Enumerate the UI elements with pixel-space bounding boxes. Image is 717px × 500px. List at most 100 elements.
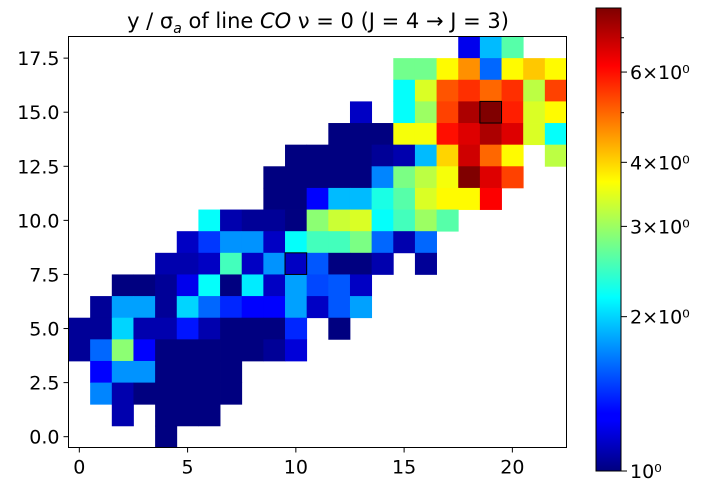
heatmap-cell: [393, 58, 416, 81]
heatmap-cell: [501, 144, 524, 167]
heatmap-cell: [111, 296, 134, 319]
heatmap-cell: [176, 404, 199, 427]
heatmap-cell: [458, 36, 481, 59]
heatmap-cell: [393, 144, 416, 167]
heatmap-cell: [90, 339, 113, 362]
heatmap-cell: [436, 187, 459, 210]
heatmap-cell: [285, 209, 308, 232]
heatmap-cell: [479, 36, 502, 59]
y-tick-label: 2.5: [29, 373, 59, 395]
heatmap-cell: [349, 166, 373, 189]
heatmap-cell: [220, 209, 243, 232]
heatmap-cell: [501, 166, 524, 189]
colorbar-tick-label: 10⁰: [630, 461, 662, 483]
heatmap-cell: [263, 296, 286, 319]
heatmap-cell: [263, 166, 286, 189]
heatmap-cell: [220, 296, 243, 319]
heatmap-cell: [458, 123, 481, 146]
heatmap-cell: [393, 209, 416, 232]
heatmap-cell: [155, 252, 178, 275]
heatmap-cell: [328, 274, 351, 297]
heatmap-cell: [198, 252, 221, 275]
heatmap-cell: [501, 101, 524, 124]
heatmap-cell: [306, 252, 329, 275]
heatmap-cell: [198, 382, 221, 405]
heatmap-cell: [328, 209, 351, 232]
heatmap-cell: [220, 382, 243, 405]
y-tick-label: 15.0: [17, 102, 59, 124]
heatmap-cell: [371, 231, 394, 254]
heatmap-cell: [285, 339, 308, 362]
heatmap-cell: [285, 317, 308, 340]
heatmap-cell: [436, 123, 459, 146]
heatmap-cell: [414, 187, 437, 210]
title-middle: of line: [182, 9, 260, 33]
heatmap-cell: [90, 317, 113, 340]
heatmap-cell: [328, 252, 351, 275]
heatmap-cell: [328, 144, 351, 167]
heatmap-cell: [285, 187, 308, 210]
heatmap-cell: [220, 339, 243, 362]
heatmap-cell: [436, 101, 459, 124]
heatmap-cell: [479, 144, 502, 167]
heatmap-cell: [458, 58, 481, 81]
heatmap-cell: [241, 274, 264, 297]
heatmap-cell: [349, 296, 373, 319]
x-tick-label: 10: [284, 457, 308, 479]
heatmap-cell: [198, 339, 221, 362]
heatmap-cell: [458, 144, 481, 167]
heatmap-cell: [523, 79, 546, 102]
heatmap-cell: [393, 231, 416, 254]
heatmap-cell: [263, 317, 286, 340]
heatmap-cell: [306, 209, 329, 232]
heatmap-cell: [68, 317, 91, 340]
heatmap-cell: [479, 187, 502, 210]
heatmap-cell: [176, 317, 199, 340]
heatmap-cell: [155, 425, 178, 448]
heatmap-cell: [328, 231, 351, 254]
heatmap-cell: [220, 360, 243, 384]
heatmap-cell: [306, 274, 329, 297]
heatmap-cell: [155, 360, 178, 384]
heatmap-cell: [501, 79, 524, 102]
heatmap-cell: [544, 101, 567, 124]
heatmap-cell: [155, 339, 178, 362]
heatmap-cells: [68, 36, 567, 448]
heatmap-cell: [349, 209, 373, 232]
heatmap-cell: [241, 317, 264, 340]
heatmap-cell: [285, 252, 308, 275]
highlight-box: [284, 252, 308, 275]
colorbar: [595, 7, 622, 472]
heatmap-cell: [328, 166, 351, 189]
heatmap-cell: [155, 382, 178, 405]
colorbar-axis: 10⁰ 2×10⁰ 3×10⁰ 4×10⁰ 6×10⁰: [621, 37, 690, 483]
heatmap-cell: [241, 252, 264, 275]
colorbar-tick-label: 3×10⁰: [630, 216, 690, 238]
y-tick-label: 0.0: [29, 427, 59, 449]
heatmap-cell: [414, 209, 437, 232]
heatmap-cell: [133, 382, 156, 405]
heatmap-cell: [328, 317, 351, 340]
heatmap-cell: [414, 252, 437, 275]
heatmap-cell: [220, 231, 243, 254]
heatmap-cell: [263, 209, 286, 232]
heatmap-cell: [393, 187, 416, 210]
heatmap-cell: [133, 339, 156, 362]
y-axis: 0.0 2.5 5.0 7.5 10.0 12.5 15.0 17.5: [17, 48, 69, 449]
heatmap-cell: [90, 296, 113, 319]
heatmap-cell: [414, 166, 437, 189]
heatmap-cell: [198, 296, 221, 319]
heatmap-cell: [133, 317, 156, 340]
heatmap-cell: [90, 382, 113, 405]
colorbar-tick-label: 2×10⁰: [630, 307, 690, 329]
heatmap-cell: [285, 231, 308, 254]
heatmap-cell: [544, 58, 567, 81]
heatmap-cell: [133, 360, 156, 384]
x-tick-label: 5: [182, 457, 194, 479]
heatmap-cell: [263, 252, 286, 275]
heatmap-cell: [349, 274, 373, 297]
heatmap-cell: [414, 101, 437, 124]
heatmap-cell: [436, 79, 459, 102]
heatmap-cell: [198, 231, 221, 254]
